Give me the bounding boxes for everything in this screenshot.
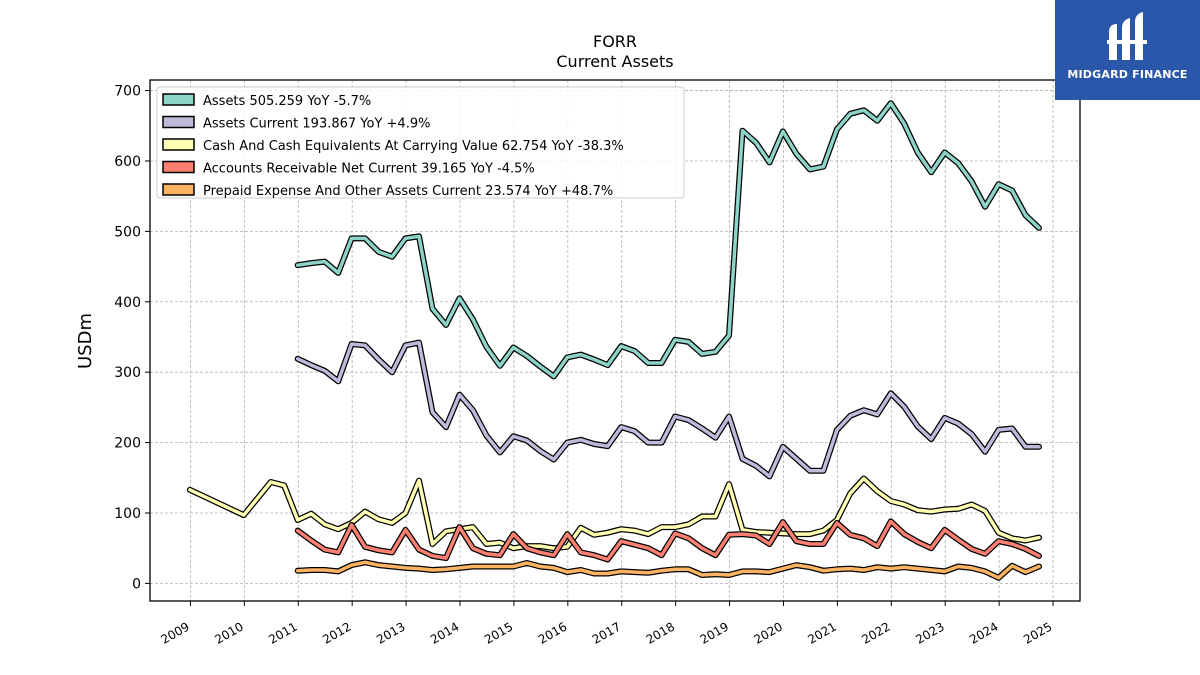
legend-entry: Accounts Receivable Net Current 39.165 Y… xyxy=(203,162,535,177)
legend-swatch xyxy=(162,93,195,106)
x-tick-label: 2023 xyxy=(913,619,946,646)
x-tick-label: 2021 xyxy=(805,619,838,646)
y-tick-label: 200 xyxy=(114,436,141,452)
x-tick-label: 2022 xyxy=(859,619,892,646)
legend-entry: Assets Current 193.867 YoY +4.9% xyxy=(203,117,430,132)
y-axis: 0 100 200 300 400 500 600 700 xyxy=(114,84,150,592)
series-outline xyxy=(294,339,1042,480)
legend-entry: Prepaid Expense And Other Assets Current… xyxy=(203,184,613,199)
legend-box xyxy=(156,86,685,199)
plot-frame xyxy=(149,79,1081,602)
x-tick-label: 2011 xyxy=(266,619,299,646)
x-tick-label: 2013 xyxy=(374,619,407,646)
x-tick-label: 2012 xyxy=(320,619,353,646)
x-tick-label: 2025 xyxy=(1021,619,1054,646)
y-tick-label: 400 xyxy=(114,295,141,311)
x-axis: 2009 2010 2011 2012 2013 2014 2015 2016 2017 2018… xyxy=(158,601,1055,647)
legend-swatch xyxy=(162,115,195,129)
x-tick-label: 2016 xyxy=(536,619,569,646)
legend: Assets 505.259 YoY -5.7% Assets Current 1… xyxy=(156,86,685,199)
x-tick-label: 2014 xyxy=(428,619,461,646)
legend-entry: Cash And Cash Equivalents At Carrying Va… xyxy=(203,139,624,154)
legend-swatch xyxy=(162,160,195,174)
brand-logo: MIDGARD FINANCE xyxy=(1055,0,1200,100)
x-tick-label: 2010 xyxy=(212,619,245,646)
x-tick-label: 2020 xyxy=(752,619,785,646)
series-layer xyxy=(186,100,1042,581)
x-tick-label: 2009 xyxy=(158,619,191,646)
series-line xyxy=(295,101,1041,379)
x-tick-label: 2019 xyxy=(698,619,731,646)
series-line xyxy=(188,476,1041,550)
x-tick-label: 2017 xyxy=(590,619,623,646)
legend-entry: Assets 505.259 YoY -5.7% xyxy=(203,94,371,109)
legend-swatch xyxy=(162,138,195,151)
y-tick-label: 0 xyxy=(132,576,141,592)
y-tick-label: 500 xyxy=(114,224,141,240)
y-tick-label: 600 xyxy=(114,154,141,170)
brand-name: MIDGARD FINANCE xyxy=(1067,68,1188,81)
legend-swatch xyxy=(162,183,195,196)
y-tick-label: 300 xyxy=(114,365,141,381)
series-line xyxy=(295,340,1041,479)
y-tick-label: 100 xyxy=(114,506,141,522)
x-tick-label: 2024 xyxy=(967,619,1000,646)
x-tick-label: 2015 xyxy=(482,619,515,646)
chart-subtitle: Current Assets xyxy=(556,52,673,71)
x-tick-label: 2018 xyxy=(644,619,677,646)
chart-title: FORR xyxy=(593,32,637,51)
series-line xyxy=(295,519,1041,562)
series-line xyxy=(295,560,1041,580)
y-tick-label: 700 xyxy=(114,84,141,100)
y-axis-label: USDm xyxy=(75,313,96,369)
logo-mark-icon xyxy=(1107,12,1147,60)
